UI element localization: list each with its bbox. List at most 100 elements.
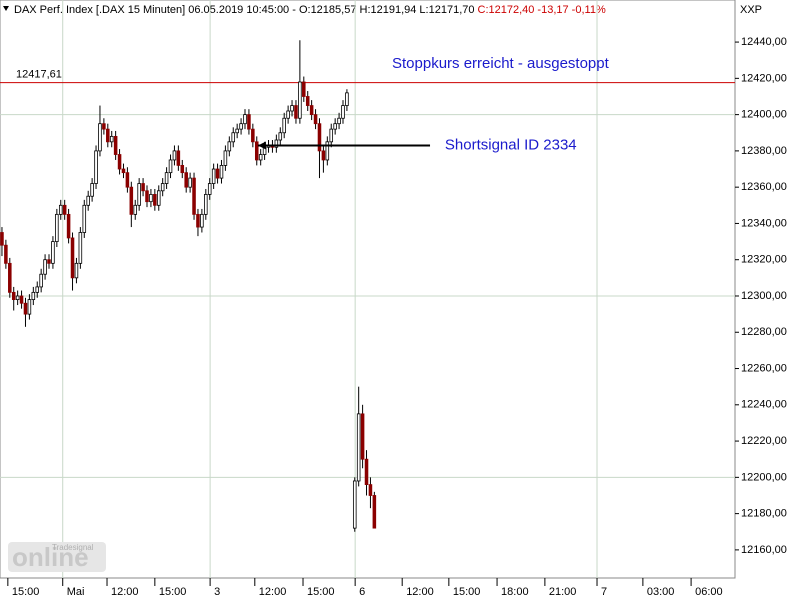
x-tick-label: 06:00 [695,586,723,598]
candle-body [313,114,318,125]
candle-body [51,241,55,264]
candle-body [345,92,349,106]
candle-body [278,132,283,141]
candle-body [309,105,314,116]
candle-body [231,132,236,143]
y-tick-label: 12380,00 [741,145,787,157]
candle-body [66,213,71,239]
y-tick-label: 12340,00 [741,217,787,229]
candle-body [207,183,212,195]
candle-body [125,172,130,188]
x-tick-label: 21:00 [549,586,577,598]
symbol-label: XXP [740,4,762,16]
candle-body [247,114,251,130]
candle-body [337,117,341,125]
y-tick-label: 12160,00 [741,544,787,556]
candle-body [74,262,79,279]
candle-body [58,204,63,215]
candle-body [149,194,153,203]
candle-body [168,159,173,174]
signal-arrow [257,141,266,150]
candle-body [227,141,232,152]
chart-title: DAX Perf. Index [.DAX 15 Minuten] 06.05.… [14,4,606,16]
candle-body [62,204,67,215]
candle-body [254,141,259,161]
candle-body [317,123,322,152]
candle-body [106,128,110,143]
candle-body [305,96,310,106]
signal-label: Shortsignal ID 2334 [445,136,577,153]
candle-body [192,177,196,215]
candle-body [86,195,90,206]
candle-body [23,302,28,315]
candle-body [113,135,118,155]
y-tick-label: 12320,00 [741,254,787,266]
candle-body [55,213,59,242]
candle-body [27,299,32,315]
candle-body [31,291,36,301]
candle-body [364,458,369,485]
candle-body [8,262,12,293]
candle-body [78,232,83,264]
candle-body [243,114,247,125]
x-tick-label: 12:00 [406,586,434,598]
y-tick-label: 12300,00 [741,290,787,302]
x-tick-label: Mai [67,586,85,598]
candle-body [98,123,102,152]
candle-body [156,190,161,206]
candle-body [94,150,98,184]
candle-body [372,495,377,529]
candle-body [176,150,181,166]
candle-body [164,172,169,184]
y-tick-label: 12360,00 [741,181,787,193]
candle-body [109,135,114,143]
candle-body [180,165,185,174]
candle-body [333,123,337,130]
candle-body [219,165,224,179]
candle-body [239,123,243,130]
watermark-text: online [12,542,89,572]
y-tick-label: 12440,00 [741,36,787,48]
candle-body [341,105,345,119]
x-tick-label: 6 [359,586,365,598]
candle-body [117,154,122,170]
candle-body [0,232,4,246]
y-tick-label: 12280,00 [741,326,787,338]
x-tick-label: 12:00 [259,586,287,598]
candle-body [145,190,149,203]
candle-body [172,150,177,161]
candle-body [223,150,228,166]
y-tick-label: 12180,00 [741,508,787,520]
candle-body [298,81,302,119]
x-tick-label: 15:00 [12,586,40,598]
x-tick-label: 03:00 [647,586,675,598]
x-tick-label: 12:00 [111,586,139,598]
candle-body [137,183,141,206]
x-tick-label: 7 [601,586,607,598]
x-tick-label: 15:00 [453,586,481,598]
x-tick-label: 18:00 [501,586,529,598]
x-tick-label: 15:00 [159,586,187,598]
candle-body [360,413,365,460]
candle-body [129,186,134,215]
watermark-brand: Tradesignal [52,543,94,552]
candle-body [321,150,326,161]
candle-body [133,204,138,215]
candle-body [282,117,286,134]
candle-body [160,183,165,192]
y-tick-label: 12240,00 [741,399,787,411]
candle-body [368,484,373,496]
title-arrow [3,6,9,11]
candle-body [102,123,106,130]
candle-body [290,105,294,112]
candle-body [302,81,306,97]
stop-line-label: 12417,61 [16,69,62,81]
candle-body [141,183,145,192]
candle-body [215,168,220,179]
x-tick-label: 3 [214,586,220,598]
candle-body [329,128,334,143]
title-main: DAX Perf. Index [.DAX 15 Minuten] 06.05.… [14,4,475,16]
candle-body [4,244,8,264]
candle-body [258,154,263,161]
